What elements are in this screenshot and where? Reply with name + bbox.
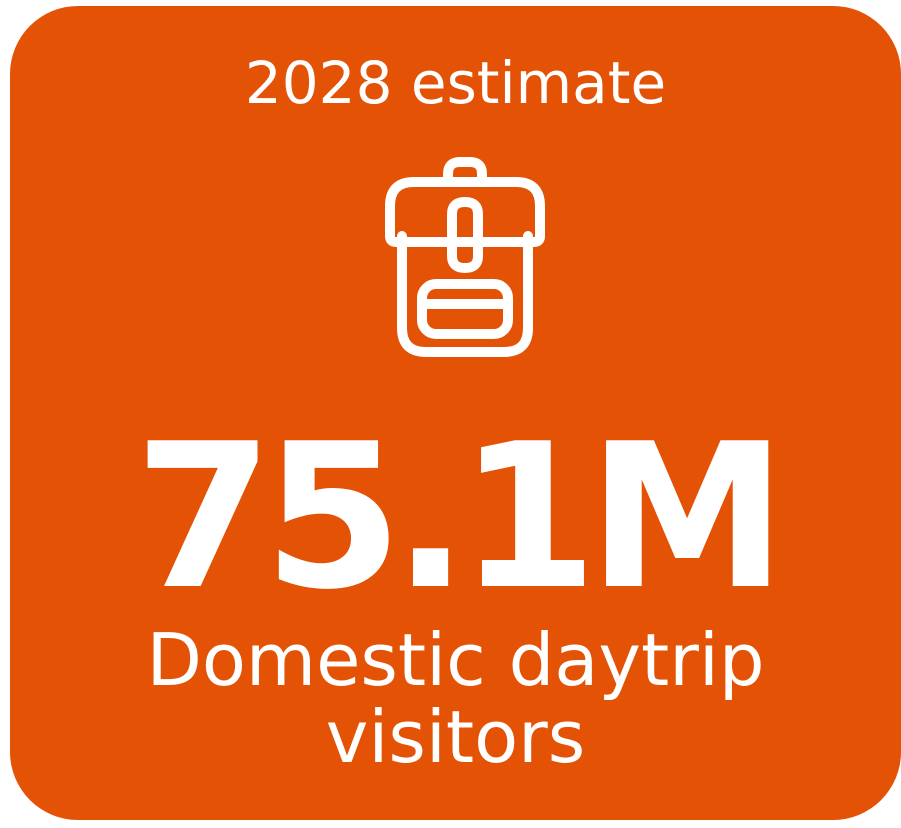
- caption-line-2: visitors: [325, 695, 586, 780]
- backpack-icon: [380, 152, 550, 362]
- caption-line-1: Domestic daytrip: [146, 618, 765, 702]
- estimate-year-label: 2028 estimate: [244, 49, 667, 117]
- metric-caption: Domestic daytrip visitors: [10, 618, 901, 780]
- headline-value: 75.1M: [134, 401, 786, 634]
- stat-card: 2028 estimate 75.1M Domestic daytrip vis…: [10, 6, 901, 820]
